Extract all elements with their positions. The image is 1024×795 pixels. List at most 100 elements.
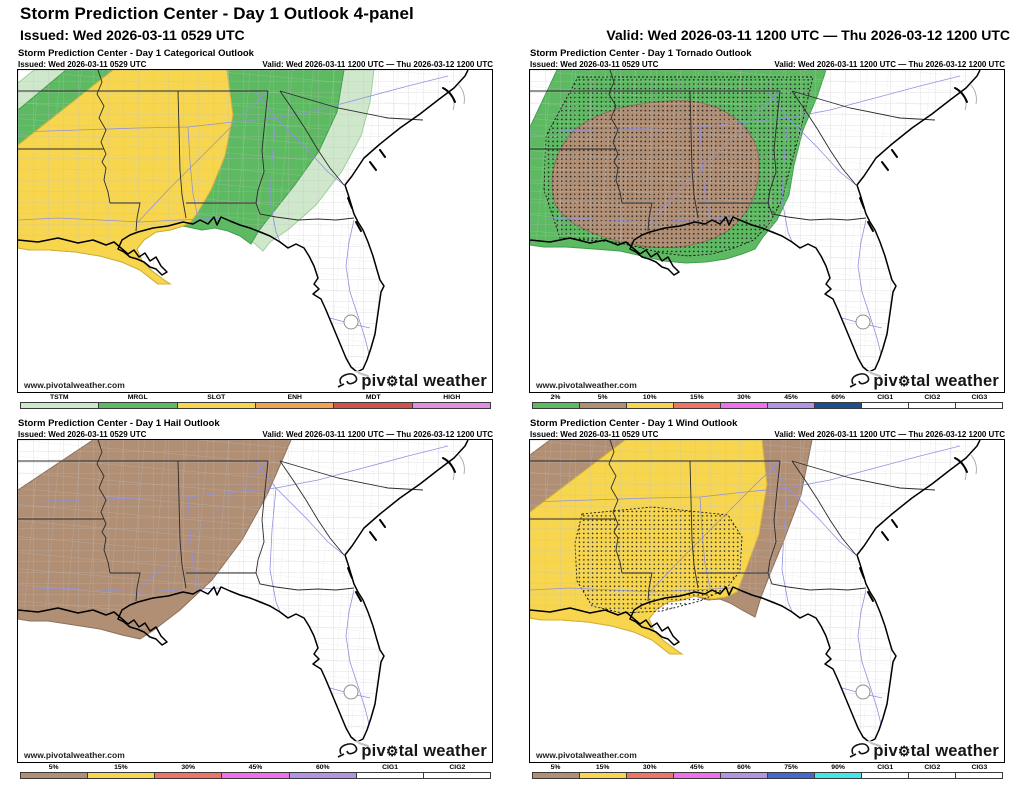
legend-label: TSTM [50,394,69,401]
state-border [255,572,355,591]
coastal-sound [969,453,977,475]
legend-label: SLGT [207,394,226,401]
barrier-island [954,457,968,473]
legend-label: CIG2 [924,394,941,401]
state-border [110,202,141,232]
logo-text-post: tal weather [910,741,999,760]
state-border [608,70,623,204]
legend-swatch [767,402,815,409]
state-border [110,572,141,602]
page-title: Storm Prediction Center - Day 1 Outlook … [20,4,414,23]
state-border [689,460,699,589]
tornado-outlook-map [530,70,981,377]
state-border [177,90,187,219]
legend-swatch [221,772,290,779]
legend-swatch [532,772,580,779]
legend-label: CIG1 [382,764,398,771]
state-border [255,202,355,221]
panel-issued: Issued: Wed 2026-03-11 0529 UTC [530,60,659,69]
state-border [791,90,857,186]
panel-hail: Storm Prediction Center - Day 1 Hail Out… [0,416,512,786]
state-border [622,572,653,602]
legend-categorical: TSTM MRGL SLGT ENH MDT HIGH [20,394,491,409]
barrier-island [881,531,889,541]
categorical-outlook-map [18,70,469,377]
pivotal-weather-logo: piv⚙tal weather [848,371,1000,391]
issued-timestamp: Issued: Wed 2026-03-11 0529 UTC [20,27,245,43]
map-frame: www.pivotalweather.com piv⚙tal weather [17,439,493,763]
legend-swatch [673,772,721,779]
legend-swatch [579,402,627,409]
legend-label: 15% [114,764,128,771]
legend-swatch [411,402,491,409]
state-border [622,202,653,232]
logo-text-pre: piv [361,741,386,760]
legend-label: 30% [737,394,751,401]
panel-valid: Valid: Wed 2026-03-11 1200 UTC — Thu 202… [774,60,1005,69]
barrier-island [369,531,377,541]
lake-okeechobee [855,314,871,330]
legend-swatch [87,772,156,779]
legend-swatch [254,402,335,409]
legend-swatch [333,402,413,409]
legend-wind: 5% 15% 30% 45% 60% 75% 90% CIG1 CIG2 CIG3 [532,764,1003,779]
legend-swatch [955,402,1003,409]
map-frame: www.pivotalweather.com piv⚙tal weather [529,69,1005,393]
gear-icon: ⚙ [897,372,911,389]
coastline [530,70,981,373]
legend-swatch [767,772,815,779]
county-lines-2 [18,440,468,742]
barrier-island [379,149,386,158]
state-border [177,460,187,589]
legend-label: MDT [365,394,381,401]
legend-label: 5% [48,764,59,771]
state-border [767,460,781,574]
state-border [767,90,781,204]
panel-valid: Valid: Wed 2026-03-11 1200 UTC — Thu 202… [262,430,493,439]
panel-issued: Issued: Wed 2026-03-11 0529 UTC [18,60,147,69]
legend-label: 45% [248,764,263,771]
state-border [96,440,111,574]
map-frame: www.pivotalweather.com piv⚙tal weather [17,69,493,393]
legend-label: CIG2 [449,764,466,771]
legend-label: HIGH [443,394,461,401]
barrier-island [954,87,968,103]
tornado-swirl-icon [849,373,870,388]
state-border [255,90,269,204]
state-border [96,70,111,204]
legend-label: 5% [550,764,561,771]
panel-tornado: Storm Prediction Center - Day 1 Tornado … [512,46,1024,416]
barrier-island [881,161,889,171]
barrier-island [355,221,362,232]
gear-icon: ⚙ [385,742,399,759]
barrier-island [355,591,362,602]
panel-issued: Issued: Wed 2026-03-11 0529 UTC [18,430,147,439]
legend-label: 75% [784,764,798,771]
legend-swatch [814,772,862,779]
legend-swatch [814,402,862,409]
barrier-island [891,149,898,158]
logo-text-pre: piv [873,371,898,390]
panel-title: Storm Prediction Center - Day 1 Tornado … [530,48,752,59]
legend-label: 15% [595,764,610,771]
legend-swatch [626,402,674,409]
legend-tornado: 2% 5% 10% 15% 30% 45% 60% CIG1 CIG2 CIG3 [532,394,1003,409]
legend-label: 10% [642,394,657,401]
legend-label: 5% [597,394,608,401]
state-border [279,90,424,121]
logo-text: piv⚙tal weather [361,372,487,391]
legend-swatch [422,772,491,779]
barrier-island [442,87,456,103]
legend-swatch [861,402,909,409]
watermark-url: www.pivotalweather.com [22,750,127,760]
legend-label: 60% [315,764,330,771]
lake-okeechobee [343,684,359,700]
panel-title: Storm Prediction Center - Day 1 Hail Out… [18,418,220,429]
highways [530,445,961,729]
logo-text-pre: piv [873,741,898,760]
panel-categorical: Storm Prediction Center - Day 1 Categori… [0,46,512,416]
pivotal-weather-logo: piv⚙tal weather [848,741,1000,761]
barrier-island [347,567,353,579]
barrier-island [867,591,874,602]
legend-swatch [20,402,100,409]
